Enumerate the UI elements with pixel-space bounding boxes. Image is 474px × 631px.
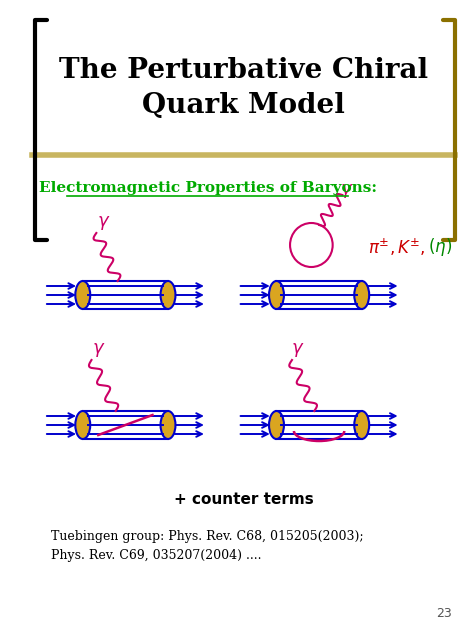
Ellipse shape — [354, 281, 369, 309]
Text: $\gamma$: $\gamma$ — [91, 341, 105, 359]
Text: $(\eta)$: $(\eta)$ — [428, 236, 452, 258]
Text: 23: 23 — [436, 607, 452, 620]
Text: $\gamma$: $\gamma$ — [97, 214, 111, 232]
Text: The Perturbative Chiral
Quark Model: The Perturbative Chiral Quark Model — [59, 57, 428, 119]
Text: Electromagnetic Properties of Baryons:: Electromagnetic Properties of Baryons: — [39, 181, 377, 195]
Ellipse shape — [354, 411, 369, 439]
Ellipse shape — [161, 281, 175, 309]
Text: $\gamma$: $\gamma$ — [291, 341, 304, 359]
Text: $\pi^{\pm}, K^{\pm},$: $\pi^{\pm}, K^{\pm},$ — [367, 237, 425, 257]
Bar — [276, 411, 362, 439]
Ellipse shape — [161, 411, 175, 439]
Bar — [276, 281, 362, 309]
Ellipse shape — [269, 411, 284, 439]
Ellipse shape — [269, 281, 284, 309]
Ellipse shape — [75, 281, 90, 309]
Text: Tuebingen group: Phys. Rev. C68, 015205(2003);
Phys. Rev. C69, 035207(2004) ....: Tuebingen group: Phys. Rev. C68, 015205(… — [51, 530, 364, 562]
Bar — [83, 281, 168, 309]
Text: $\gamma$: $\gamma$ — [339, 182, 353, 200]
Ellipse shape — [75, 411, 90, 439]
Text: + counter terms: + counter terms — [173, 493, 313, 507]
Bar — [83, 411, 168, 439]
